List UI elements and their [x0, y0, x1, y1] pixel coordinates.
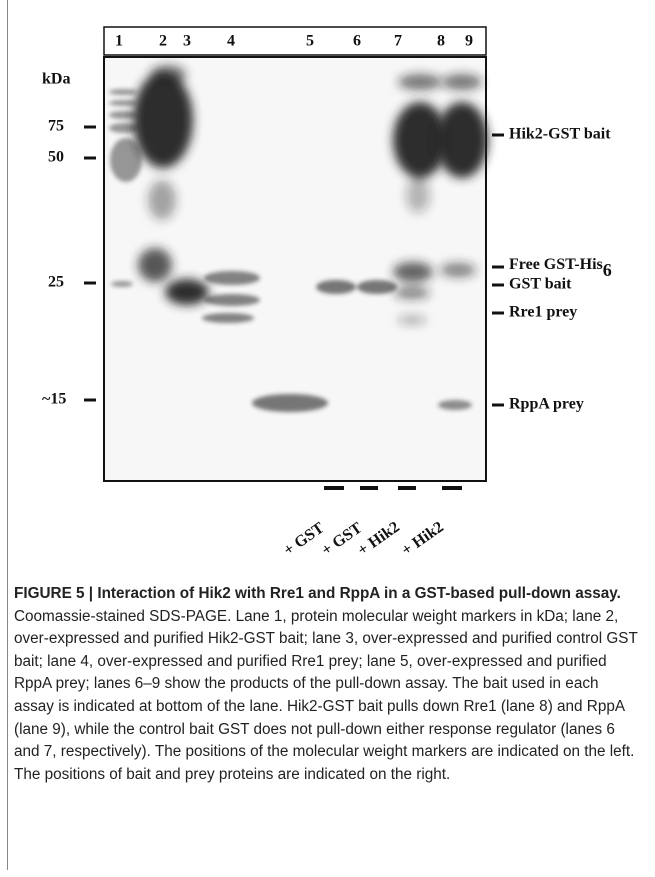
marker-label: 75: [48, 118, 64, 135]
protein-label: Hik2-GST bait: [509, 126, 611, 143]
marker-label: 25: [48, 274, 64, 291]
treatment-label: + Hik2: [399, 518, 447, 559]
treatment-label: + GST: [319, 519, 366, 559]
markers: 75 50 25 ~15: [42, 118, 96, 408]
caption-title: FIGURE 5 | Interaction of Hik2 with Rre1…: [14, 585, 621, 602]
lane-number: 1: [115, 33, 123, 50]
lane-number: 3: [183, 33, 191, 50]
marker-label: ~15: [42, 391, 66, 408]
right-labels: Hik2-GST bait Free GST-His6 GST bait Rre…: [492, 126, 612, 413]
lane-number: 4: [227, 33, 235, 50]
lane-number: 5: [306, 33, 314, 50]
caption-body: Coomassie-stained SDS-PAGE. Lane 1, prot…: [14, 608, 638, 783]
lane-numbers: 1 2 3 4 5 6 7 8 9: [115, 33, 473, 50]
treatment-label: + Hik2: [355, 518, 403, 559]
page: 1 2 3 4 5 6 7 8 9 kDa 75 50 25 ~15 Hik2-…: [0, 0, 655, 877]
protein-label: GST bait: [509, 276, 572, 293]
protein-label: RppA prey: [509, 396, 584, 413]
lane-number: 9: [465, 33, 473, 50]
treatment-label: + GST: [281, 519, 328, 559]
protein-label: Rre1 prey: [509, 304, 577, 321]
caption: FIGURE 5 | Interaction of Hik2 with Rre1…: [14, 583, 640, 786]
lane-number: 7: [394, 33, 402, 50]
lane-treatments: + GST + GST + Hik2 + Hik2: [281, 488, 462, 559]
unit-label: kDa: [42, 71, 70, 88]
lane-number: 6: [353, 33, 361, 50]
lane-number: 2: [159, 33, 167, 50]
marker-label: 50: [48, 149, 64, 166]
lane-number: 8: [437, 33, 445, 50]
